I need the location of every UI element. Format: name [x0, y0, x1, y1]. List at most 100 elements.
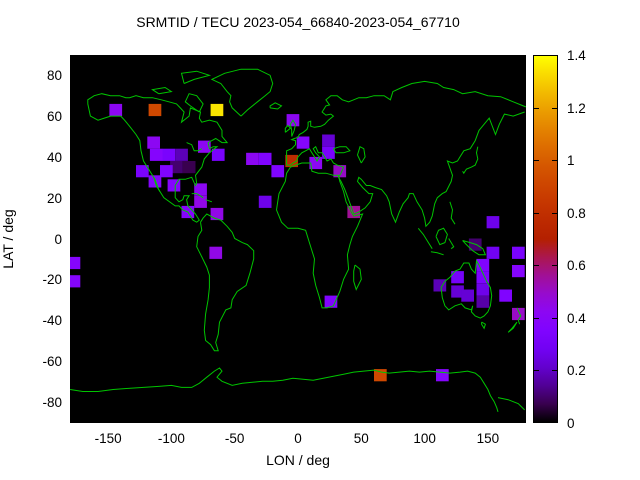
coastline-path: [205, 199, 213, 203]
colorbar-tick-mark: [552, 318, 557, 319]
heatmap-cell: [512, 265, 525, 278]
colorbar-tick-mark: [552, 160, 557, 161]
heatmap-cell: [209, 246, 223, 259]
coastline-path: [353, 264, 362, 291]
y-axis-label: LAT / deg: [0, 209, 16, 269]
heatmap-cell: [160, 165, 173, 178]
coastline-path: [70, 367, 499, 413]
coastline-path: [286, 111, 525, 228]
heatmap-cell: [461, 289, 474, 302]
y-tick-label: -80: [42, 394, 62, 410]
heatmap-cell: [194, 195, 207, 208]
heatmap-cell: [476, 295, 490, 308]
coastline-path: [497, 397, 525, 411]
colorbar-tick-label: 1: [567, 153, 575, 168]
coastline-path: [507, 321, 518, 333]
heatmap-cell: [147, 136, 160, 149]
chart-title: SRMTID / TECU 2023-054_66840-2023-054_67…: [136, 14, 460, 30]
x-tick-label: -150: [94, 431, 122, 446]
colorbar-tick-mark: [552, 265, 557, 266]
colorbar-tick-label: 1.4: [567, 48, 586, 63]
coastline-path: [210, 68, 274, 117]
coastline-path: [186, 142, 203, 152]
heatmap-cell: [309, 156, 323, 170]
x-axis-label: LON / deg: [266, 452, 330, 468]
heatmap-cell: [258, 152, 272, 165]
y-tick-label: 60: [46, 109, 62, 125]
colorbar-tick-label: 0.2: [567, 363, 586, 378]
colorbar-tick-label: 0.4: [567, 311, 586, 326]
heatmap-cell: [486, 246, 500, 259]
coastline-path: [462, 240, 487, 256]
heatmap-cell: [285, 154, 298, 168]
coastline-path: [417, 227, 433, 249]
y-tick-label: 0: [54, 231, 62, 247]
x-tick-label: 0: [294, 431, 302, 446]
colorbar-tick-mark: [552, 370, 557, 371]
heatmap-cell: [109, 103, 123, 117]
y-tick-label: 20: [46, 190, 62, 206]
heatmap-cell: [149, 148, 163, 161]
colorbar: [533, 55, 558, 423]
coastline-path: [196, 213, 255, 352]
colorbar-tick-mark: [534, 265, 539, 266]
heatmap-cell: [322, 146, 335, 159]
coastline-path: [462, 146, 479, 175]
coastline-path: [448, 238, 455, 250]
heatmap-cell: [136, 165, 149, 178]
heatmap-cell: [148, 103, 162, 117]
heatmap-cell: [246, 152, 259, 165]
coastline-path: [449, 201, 456, 225]
heatmap-cell: [271, 165, 285, 178]
heatmap-cell: [476, 258, 490, 272]
x-tick-label: -100: [157, 431, 185, 446]
heatmap-cell: [499, 289, 512, 302]
colorbar-tick-mark: [534, 318, 539, 319]
coastline-path: [275, 162, 364, 309]
coastline-path: [87, 93, 229, 223]
colorbar-tick-mark: [534, 370, 539, 371]
coastline-path: [332, 146, 351, 154]
colorbar-tick-label: 0: [567, 416, 575, 431]
y-tick-label: 80: [46, 68, 62, 84]
coastline-path: [180, 70, 212, 84]
coastline-path: [284, 124, 292, 133]
heatmap-cell: [436, 369, 449, 382]
heatmap-cell: [198, 140, 211, 153]
x-tick-label: 50: [353, 431, 369, 446]
coastline-path: [440, 259, 493, 319]
heatmap-cell: [486, 216, 500, 229]
coastline-path: [481, 321, 487, 330]
colorbar-tick-label: 0.6: [567, 258, 586, 273]
world-map-svg: [70, 68, 526, 413]
x-tick-label: 150: [476, 431, 500, 446]
x-tick-label: 100: [413, 431, 436, 446]
heatmap-cell: [451, 285, 464, 298]
colorbar-tick-label: 0.8: [567, 206, 586, 221]
coastline-path: [516, 307, 522, 325]
heatmap-cell: [170, 161, 183, 174]
coastline-path: [153, 177, 161, 192]
heatmap-cell: [210, 103, 224, 117]
y-tick-label: 40: [46, 149, 62, 165]
colorbar-tick-label: 1.2: [567, 101, 586, 116]
heatmap-cell: [433, 279, 447, 292]
heatmap-cell: [70, 256, 81, 270]
heatmap-cell: [476, 283, 490, 296]
heatmap-cell: [322, 134, 335, 147]
heatmap-cell: [194, 183, 207, 196]
coastline-path: [269, 102, 283, 110]
heatmap-cell: [512, 246, 525, 259]
coastline-path: [430, 251, 444, 256]
heatmap-cell: [211, 148, 225, 161]
coastline-path: [151, 86, 173, 95]
heatmap-cell: [296, 136, 310, 149]
colorbar-tick-mark: [552, 213, 557, 214]
y-tick-label: -20: [42, 272, 62, 288]
heatmap-cell: [182, 161, 196, 174]
colorbar-tick-mark: [534, 213, 539, 214]
x-tick-label: -50: [224, 431, 245, 446]
coastline-path: [435, 227, 448, 246]
colorbar-tick-mark: [534, 160, 539, 161]
